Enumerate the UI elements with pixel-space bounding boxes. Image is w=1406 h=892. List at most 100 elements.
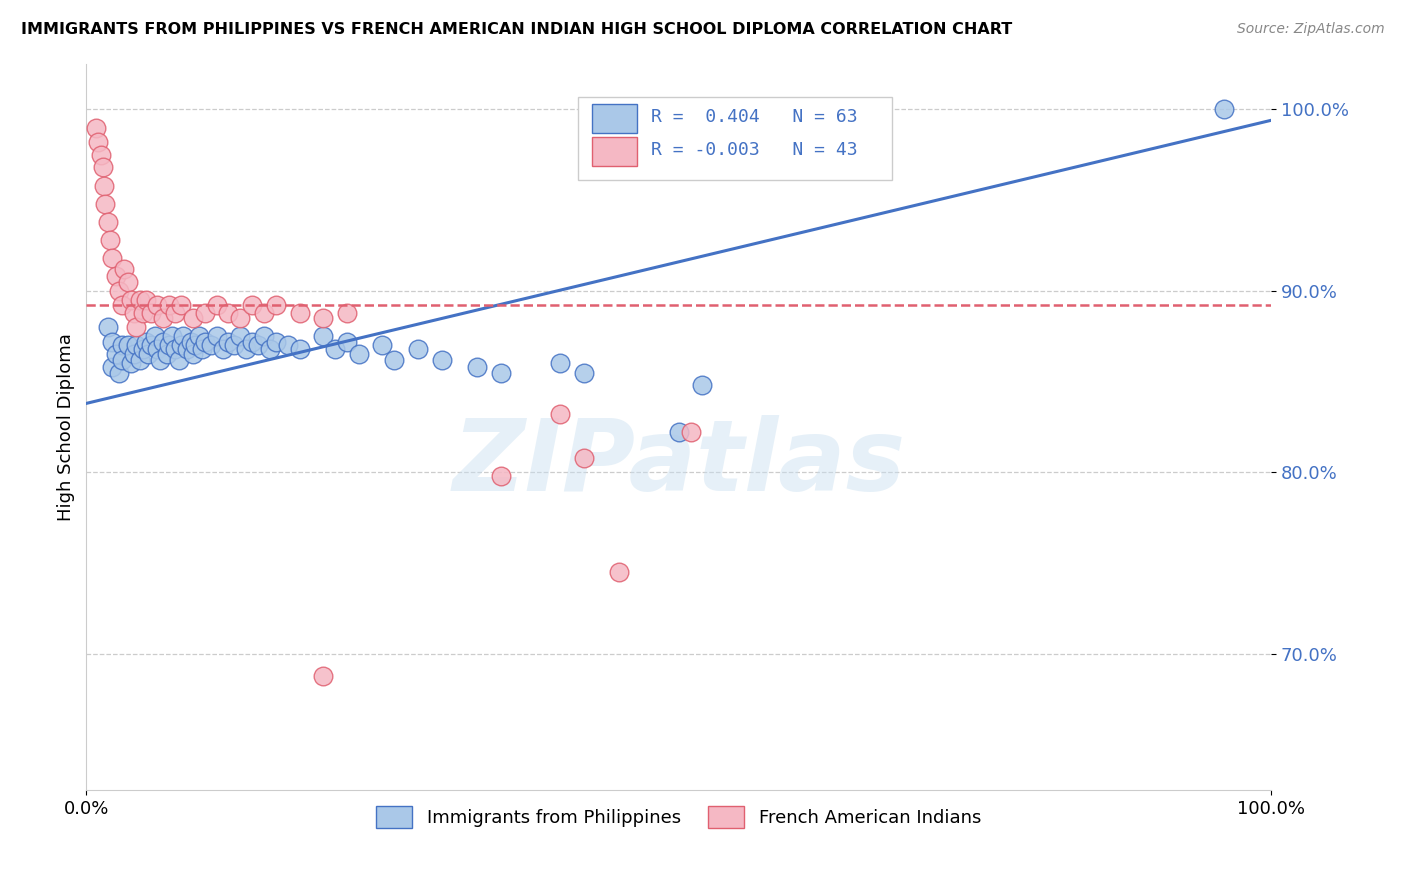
Point xyxy=(176,342,198,356)
Point xyxy=(122,347,145,361)
Point xyxy=(125,338,148,352)
Point xyxy=(104,347,127,361)
Point xyxy=(120,293,142,307)
Point xyxy=(235,342,257,356)
Point xyxy=(465,360,488,375)
Point xyxy=(149,352,172,367)
Point xyxy=(97,320,120,334)
Point xyxy=(165,306,187,320)
Bar xyxy=(592,136,637,166)
Point xyxy=(165,342,187,356)
Point xyxy=(382,352,405,367)
Point xyxy=(141,338,163,352)
Point xyxy=(211,342,233,356)
Point xyxy=(288,306,311,320)
Point xyxy=(128,352,150,367)
Point xyxy=(108,366,131,380)
Point xyxy=(152,334,174,349)
Point xyxy=(288,342,311,356)
Point xyxy=(489,366,512,380)
Point xyxy=(156,347,179,361)
Point xyxy=(101,334,124,349)
Point xyxy=(117,338,139,352)
Point xyxy=(264,298,287,312)
Point xyxy=(217,334,239,349)
Point xyxy=(406,342,429,356)
Text: Source: ZipAtlas.com: Source: ZipAtlas.com xyxy=(1237,22,1385,37)
Point xyxy=(191,342,214,356)
Point xyxy=(253,329,276,343)
Point xyxy=(111,352,134,367)
Point xyxy=(181,347,204,361)
Text: ZIPatlas: ZIPatlas xyxy=(453,415,905,512)
Point xyxy=(111,298,134,312)
Point xyxy=(120,356,142,370)
FancyBboxPatch shape xyxy=(578,96,891,180)
Text: IMMIGRANTS FROM PHILIPPINES VS FRENCH AMERICAN INDIAN HIGH SCHOOL DIPLOMA CORREL: IMMIGRANTS FROM PHILIPPINES VS FRENCH AM… xyxy=(21,22,1012,37)
Point xyxy=(136,347,159,361)
Point xyxy=(217,306,239,320)
Point xyxy=(205,329,228,343)
Point xyxy=(89,148,111,162)
Point xyxy=(194,334,217,349)
Point xyxy=(108,284,131,298)
Point xyxy=(184,338,207,352)
Point xyxy=(157,298,180,312)
Point xyxy=(229,329,252,343)
Point xyxy=(170,338,193,352)
Point xyxy=(143,329,166,343)
Point xyxy=(141,306,163,320)
Point xyxy=(200,338,222,352)
Point xyxy=(112,262,135,277)
Point xyxy=(548,356,571,370)
Point xyxy=(104,269,127,284)
Point xyxy=(489,469,512,483)
Point xyxy=(101,360,124,375)
Point xyxy=(336,306,359,320)
Point xyxy=(259,342,281,356)
Point xyxy=(187,329,209,343)
Legend: Immigrants from Philippines, French American Indians: Immigrants from Philippines, French Amer… xyxy=(370,799,988,835)
Point xyxy=(146,298,169,312)
Point xyxy=(430,352,453,367)
Point xyxy=(336,334,359,349)
Point xyxy=(572,450,595,465)
Point xyxy=(323,342,346,356)
Point xyxy=(132,306,155,320)
Point xyxy=(132,342,155,356)
Point xyxy=(135,293,157,307)
Point xyxy=(1212,103,1234,117)
Point xyxy=(240,298,263,312)
Point xyxy=(87,135,110,149)
Point xyxy=(135,334,157,349)
Point xyxy=(692,378,714,392)
Point xyxy=(84,120,107,135)
Point xyxy=(93,178,115,193)
Point xyxy=(224,338,246,352)
Point xyxy=(194,306,217,320)
Point xyxy=(157,338,180,352)
Point xyxy=(247,338,270,352)
Point xyxy=(679,425,702,440)
Point xyxy=(312,668,335,682)
Point xyxy=(97,215,120,229)
Text: R = -0.003   N = 43: R = -0.003 N = 43 xyxy=(651,141,858,159)
Y-axis label: High School Diploma: High School Diploma xyxy=(58,333,75,521)
Point xyxy=(94,196,117,211)
Point xyxy=(170,298,193,312)
Point xyxy=(160,329,183,343)
Point xyxy=(277,338,299,352)
Point xyxy=(609,565,631,579)
Point xyxy=(240,334,263,349)
Point xyxy=(229,311,252,326)
Point xyxy=(181,311,204,326)
Point xyxy=(125,320,148,334)
Point xyxy=(312,311,335,326)
Point xyxy=(205,298,228,312)
Point xyxy=(146,342,169,356)
Point xyxy=(548,407,571,421)
Text: R =  0.404   N = 63: R = 0.404 N = 63 xyxy=(651,108,858,126)
Point xyxy=(122,306,145,320)
Point xyxy=(152,311,174,326)
Bar xyxy=(592,104,637,133)
